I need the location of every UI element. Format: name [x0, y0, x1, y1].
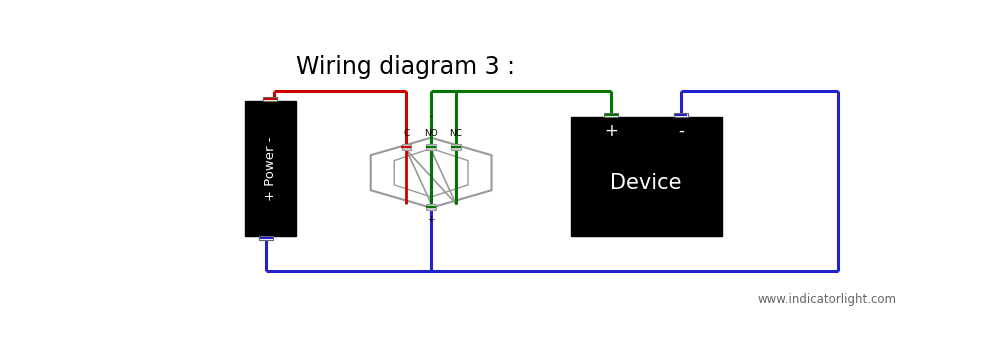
FancyBboxPatch shape — [674, 113, 688, 118]
Text: +: + — [604, 122, 618, 140]
FancyBboxPatch shape — [402, 144, 411, 150]
FancyBboxPatch shape — [263, 97, 277, 101]
Text: +: + — [427, 215, 435, 224]
Text: Device: Device — [610, 173, 682, 193]
FancyBboxPatch shape — [426, 144, 436, 150]
Text: -: - — [678, 122, 684, 140]
FancyBboxPatch shape — [259, 236, 273, 240]
Text: + Power -: + Power - — [264, 136, 277, 201]
Text: -: - — [430, 112, 433, 121]
Text: NO: NO — [424, 130, 438, 139]
Text: NC: NC — [449, 130, 462, 139]
Text: C: C — [403, 130, 409, 139]
FancyBboxPatch shape — [571, 118, 722, 236]
Polygon shape — [394, 148, 468, 197]
FancyBboxPatch shape — [245, 101, 296, 236]
Text: Wiring diagram 3 :: Wiring diagram 3 : — [296, 56, 514, 79]
Text: www.indicatorlight.com: www.indicatorlight.com — [757, 293, 896, 306]
FancyBboxPatch shape — [604, 113, 618, 118]
Polygon shape — [371, 138, 492, 208]
FancyBboxPatch shape — [451, 144, 461, 150]
FancyBboxPatch shape — [426, 204, 436, 210]
